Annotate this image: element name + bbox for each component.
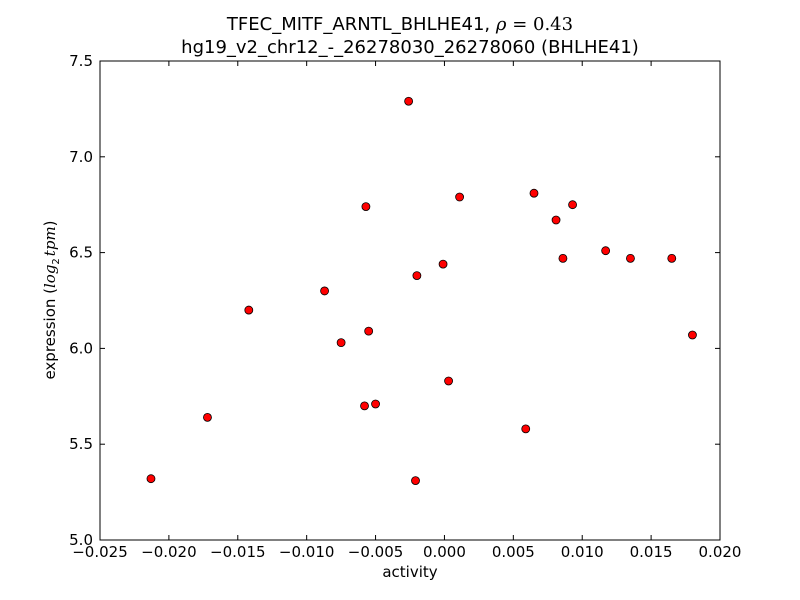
title-rho-value: = 0.43	[506, 14, 573, 35]
x-tick-label: 0.005	[492, 543, 535, 561]
x-tick-label: −0.015	[210, 543, 266, 561]
data-point	[320, 286, 329, 296]
data-point	[244, 305, 254, 315]
x-tick-label: −0.025	[72, 543, 128, 561]
data-point	[688, 330, 697, 340]
data-point	[412, 271, 422, 280]
x-tick-label: 0.000	[423, 543, 466, 561]
data-point	[361, 202, 371, 212]
y-tick-label: 7.0	[69, 148, 93, 166]
plot-frame	[99, 60, 721, 541]
y-tick-label: 6.5	[69, 244, 93, 262]
data-point	[667, 253, 677, 263]
data-point	[411, 476, 420, 486]
chart-title-line1: TFEC_MITF_ARNTL_BHLHE41, ρ = 0.43	[226, 14, 573, 35]
data-point	[558, 253, 568, 263]
data-point	[336, 338, 346, 348]
data-point	[551, 215, 561, 225]
data-point	[364, 326, 374, 336]
x-tick-label: −0.010	[279, 543, 335, 561]
x-tick-label: 0.010	[561, 543, 604, 561]
data-point	[455, 192, 465, 202]
chart-title-line2: hg19_v2_chr12_-_26278030_26278060 (BHLHE…	[181, 37, 639, 58]
y-label-log: log	[41, 265, 59, 288]
y-label-prefix: expression (	[41, 288, 59, 380]
x-tick-label: 0.015	[630, 543, 673, 561]
data-point	[568, 200, 577, 210]
x-axis-label: activity	[382, 563, 437, 581]
y-tick-label: 7.5	[69, 52, 93, 70]
data-point	[438, 259, 448, 269]
data-point	[529, 188, 539, 198]
title-main-text: TFEC_MITF_ARNTL_BHLHE41,	[226, 14, 496, 35]
x-tick-label: −0.020	[141, 543, 197, 561]
data-point	[444, 376, 453, 386]
data-point	[203, 412, 212, 422]
y-label-tpm: tpm	[41, 226, 59, 256]
y-tick-label: 6.0	[69, 339, 93, 357]
x-tick-label: −0.005	[348, 543, 404, 561]
y-tick-label: 5.0	[69, 531, 93, 549]
plot-area: −0.025 −0.020 −0.015 −0.010 −0.005 0.000 0.005…	[69, 52, 741, 561]
y-axis-label: expression (log2 tpm)	[41, 220, 62, 379]
data-point	[360, 401, 369, 411]
y-label-suffix: )	[41, 220, 59, 226]
data-point	[404, 96, 414, 106]
data-point	[521, 424, 531, 434]
data-point	[626, 253, 635, 263]
data-point	[146, 474, 156, 484]
y-label-sub: 2	[51, 258, 62, 264]
x-tick-label: 0.020	[699, 543, 742, 561]
title-rho-symbol: ρ	[495, 14, 507, 35]
data-point	[371, 399, 380, 409]
data-point	[601, 246, 611, 256]
y-tick-label: 5.5	[69, 435, 93, 453]
